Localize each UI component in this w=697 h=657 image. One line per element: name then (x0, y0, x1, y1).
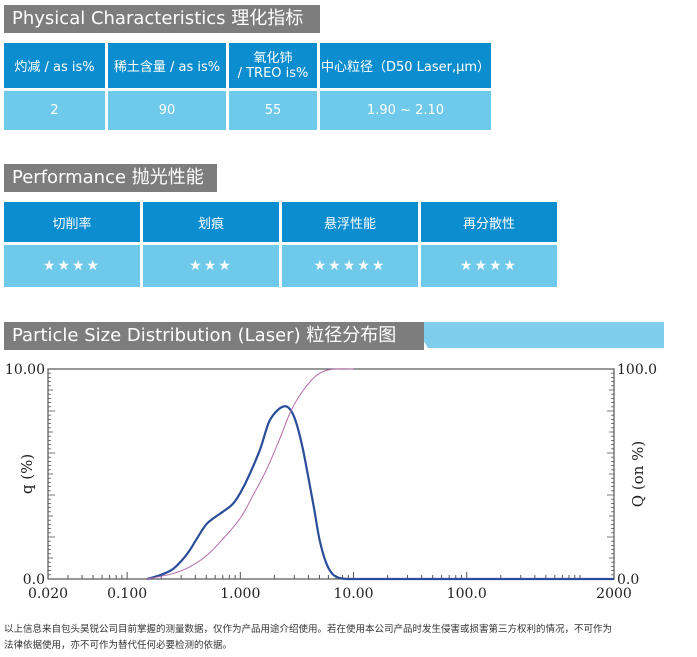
physical-table: 灼减 / as is% 稀土含量 / as is% 氧化铈 / TREO is%… (1, 40, 494, 133)
header-cell-line: 氧化铈 (253, 50, 293, 66)
x-tick-label: 0.020 (28, 586, 68, 602)
section-title-psd: Particle Size Distribution (Laser) 粒径分布图 (4, 322, 424, 350)
header-cell: 氧化铈 / TREO is% (229, 43, 317, 88)
header-cell: 中心粒径（D50 Laser,μm） (320, 43, 491, 88)
x-tick-label: 100.0 (447, 586, 487, 602)
star-rating: ★★★ (143, 245, 279, 287)
header-cell: 再分散性 (421, 202, 557, 242)
x-tick-label: 2000 (596, 586, 632, 602)
table-row: ★★★★ ★★★ ★★★★★ ★★★★ (4, 245, 557, 287)
star-rating: ★★★★★ (282, 245, 418, 287)
series-line-Q (146, 368, 354, 580)
x-tick-label: 1.000 (220, 586, 260, 602)
disclaimer-line: 以上信息来自包头昊锐公司目前掌握的测量数据，仅作为产品用途介绍使用。若在使用本公… (4, 624, 613, 635)
star-rating: ★★★★ (4, 245, 140, 287)
value-cell: 55 (229, 91, 317, 130)
section-title-performance: Performance 抛光性能 (4, 164, 217, 192)
table-row: 2 90 55 1.90 ~ 2.10 (4, 91, 491, 130)
header-cell: 悬浮性能 (282, 202, 418, 242)
psd-chart: 0.020 0.100 1.000 10.00 100.0 2000 10.00 0.0 100… (5, 362, 657, 602)
disclaimer-line: 法律依据使用，亦不可作为替代任何必要检测的依据。 (4, 640, 233, 651)
plot-frame (47, 368, 615, 580)
header-cell: 划痕 (143, 202, 279, 242)
header-cell-line: / TREO is% (237, 65, 309, 81)
disclaimer: 以上信息来自包头昊锐公司目前掌握的测量数据，仅作为产品用途介绍使用。若在使用本公… (4, 622, 664, 654)
header-cell: 稀土含量 / as is% (108, 43, 226, 88)
y-right-tick-label: 100.0 (617, 362, 657, 378)
header-cell: 切削率 (4, 202, 140, 242)
value-cell: 2 (4, 91, 105, 130)
section-title-physical: Physical Characteristics 理化指标 (4, 5, 320, 33)
y-right-tick-label: 0.0 (617, 572, 639, 588)
x-tick-label: 0.100 (107, 586, 147, 602)
series-line-q (146, 405, 614, 581)
y-left-tick-label: 10.00 (5, 362, 45, 378)
x-tick-label: 10.00 (333, 586, 373, 602)
table-header-row: 灼减 / as is% 稀土含量 / as is% 氧化铈 / TREO is%… (4, 43, 491, 88)
section-ribbon (412, 322, 664, 348)
value-cell: 90 (108, 91, 226, 130)
header-cell: 灼减 / as is% (4, 43, 105, 88)
y-right-axis-label: Q (on %) (629, 441, 647, 507)
value-cell: 1.90 ~ 2.10 (320, 91, 491, 130)
star-rating: ★★★★ (421, 245, 557, 287)
y-left-axis-label: q (%) (18, 454, 36, 494)
table-header-row: 切削率 划痕 悬浮性能 再分散性 (4, 202, 557, 242)
y-left-tick-label: 0.0 (23, 572, 45, 588)
performance-table: 切削率 划痕 悬浮性能 再分散性 ★★★★ ★★★ ★★★★★ ★★★★ (1, 199, 560, 290)
